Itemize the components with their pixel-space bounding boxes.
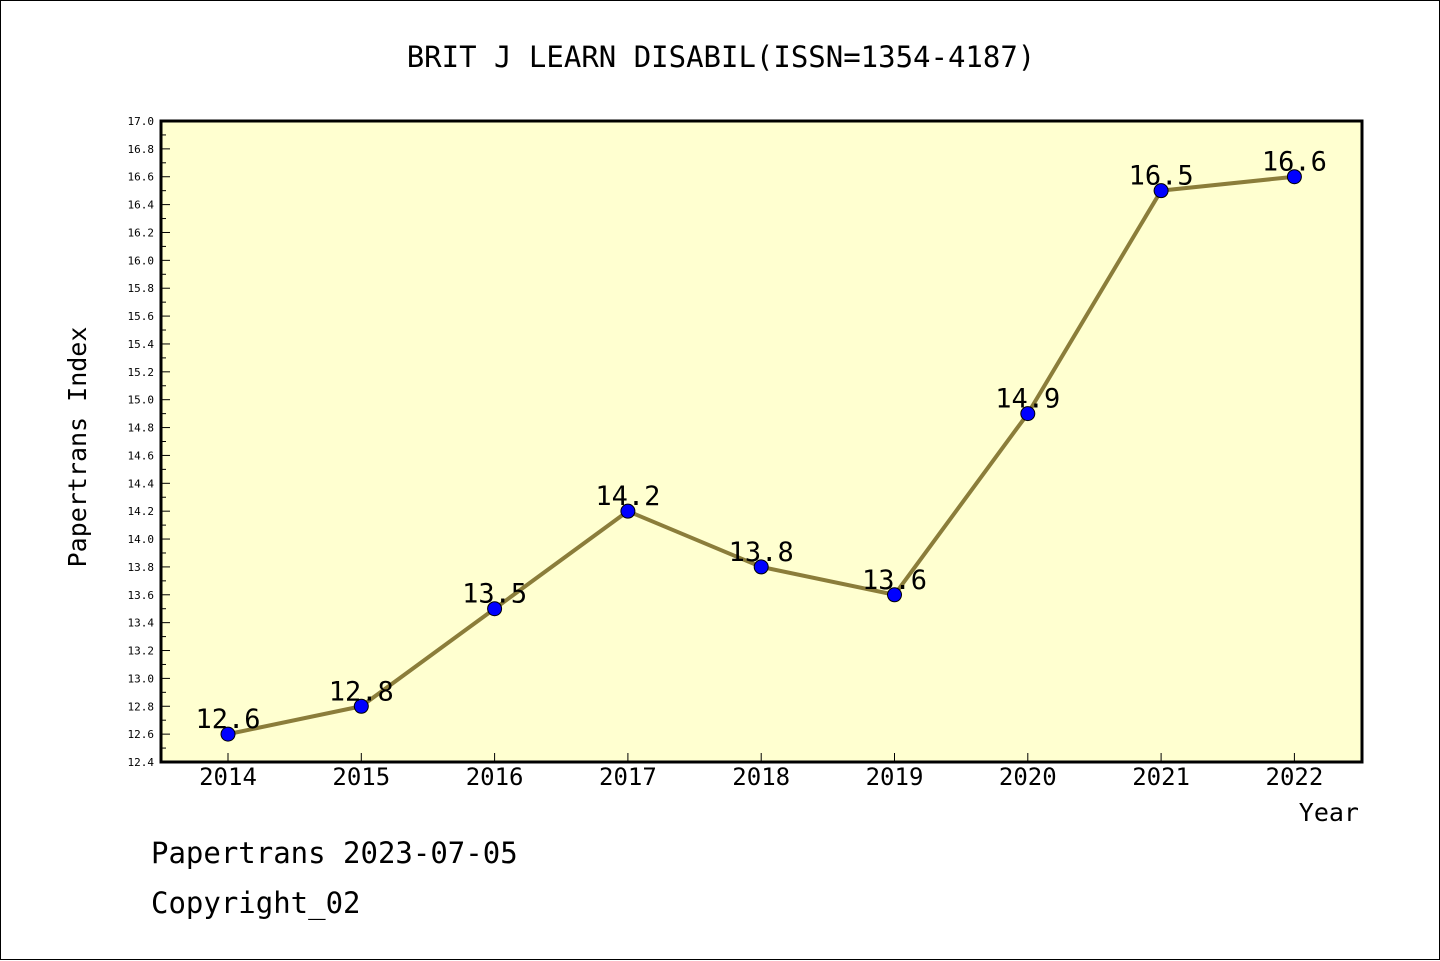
y-tick-label: 13.2 (128, 645, 155, 658)
y-tick-label: 14.0 (128, 533, 155, 546)
chart-frame: BRIT J LEARN DISABIL(ISSN=1354-4187) 12.… (0, 0, 1440, 960)
y-tick-label: 17.0 (128, 115, 155, 128)
x-tick-label: 2021 (1132, 763, 1190, 791)
y-tick-label: 15.4 (128, 338, 155, 351)
data-label-2022: 16.6 (1262, 147, 1327, 178)
x-tick-label: 2022 (1266, 763, 1324, 791)
footer-date: Papertrans 2023-07-05 (151, 836, 518, 870)
x-tick-label: 2017 (599, 763, 657, 791)
y-tick-label: 16.0 (128, 254, 155, 267)
data-label-2015: 12.8 (329, 676, 394, 707)
plot-area (161, 121, 1362, 762)
chart-title: BRIT J LEARN DISABIL(ISSN=1354-4187) (407, 40, 1036, 74)
y-tick-label: 15.6 (128, 310, 155, 323)
y-axis-label: Papertrans Index (63, 327, 92, 568)
y-tick-label: 12.8 (128, 700, 155, 713)
y-tick-label: 16.8 (128, 143, 155, 156)
y-tick-label: 15.2 (128, 366, 155, 379)
y-tick-label: 14.6 (128, 449, 155, 462)
y-tick-label: 13.6 (128, 589, 155, 602)
y-tick-label: 14.4 (128, 477, 155, 490)
y-tick-label: 15.0 (128, 394, 155, 407)
y-tick-label: 13.4 (128, 617, 155, 630)
y-tick-label: 14.2 (128, 505, 155, 518)
y-tick-label: 13.8 (128, 561, 155, 574)
y-tick-label: 16.6 (128, 171, 155, 184)
x-tick-label: 2019 (866, 763, 924, 791)
x-tick-label: 2015 (332, 763, 390, 791)
y-tick-label: 13.0 (128, 672, 155, 685)
y-tick-label: 12.4 (128, 756, 155, 769)
data-label-2016: 13.5 (462, 579, 527, 610)
y-tick-label: 15.8 (128, 282, 155, 295)
data-label-2017: 14.2 (595, 481, 660, 512)
x-tick-label: 2014 (199, 763, 257, 791)
x-axis-label: Year (1299, 798, 1359, 827)
data-label-2014: 12.6 (195, 704, 260, 735)
y-tick-label: 16.2 (128, 226, 155, 239)
y-tick-label: 16.4 (128, 199, 155, 212)
data-label-2021: 16.5 (1129, 161, 1194, 192)
x-tick-label: 2020 (999, 763, 1057, 791)
x-tick-label: 2018 (732, 763, 790, 791)
x-tick-label: 2016 (466, 763, 524, 791)
data-label-2020: 14.9 (995, 384, 1060, 415)
y-tick-label: 14.8 (128, 422, 155, 435)
line-chart: BRIT J LEARN DISABIL(ISSN=1354-4187) 12.… (1, 1, 1440, 961)
y-tick-label: 12.6 (128, 728, 155, 741)
data-label-2018: 13.8 (729, 537, 794, 568)
footer-copyright: Copyright_02 (151, 886, 361, 920)
data-label-2019: 13.6 (862, 565, 927, 596)
